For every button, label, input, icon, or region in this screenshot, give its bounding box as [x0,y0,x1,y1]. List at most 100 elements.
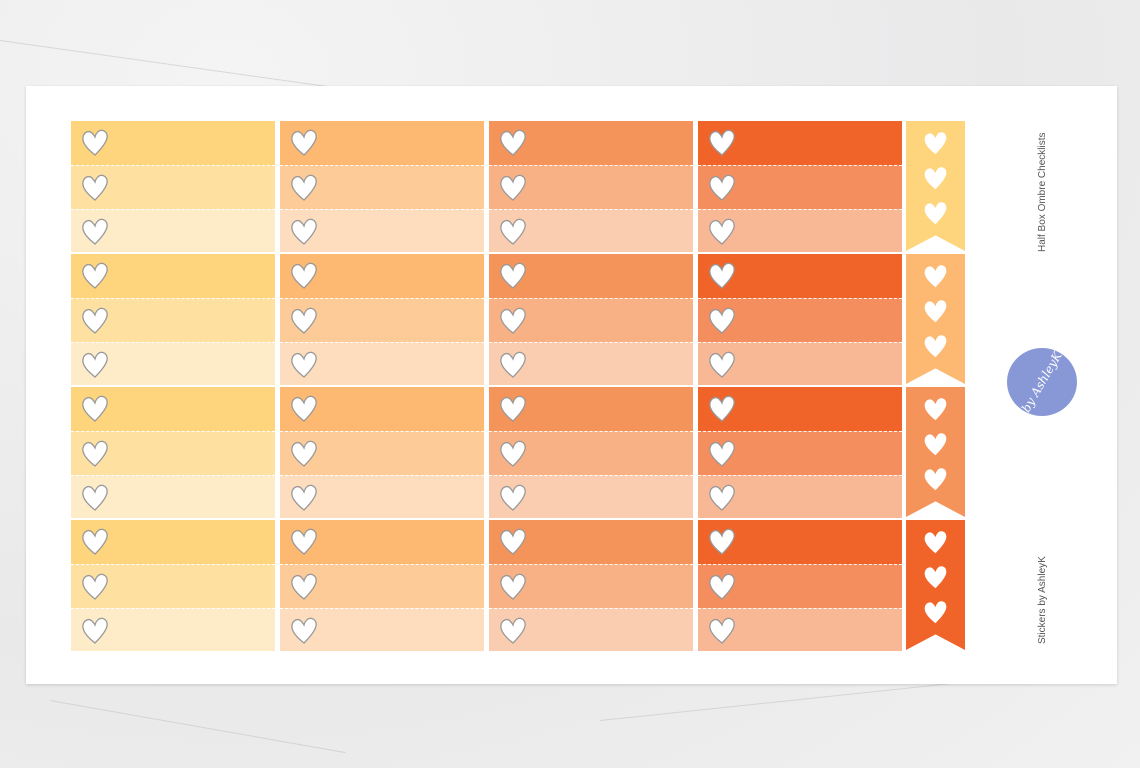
heart-icon [709,484,735,511]
checklist-row [698,254,902,298]
checklist-row [71,475,275,518]
checklist-row [489,209,693,252]
checklist-sticker [71,121,275,252]
checklist-row [280,608,484,651]
checklist-sticker [280,520,484,651]
heart-icon [709,617,735,644]
heart-icon [82,528,108,555]
heart-icon [924,433,947,456]
heart-icon [500,129,526,156]
checklist-row [489,564,693,608]
checklist-sticker [489,387,693,518]
heart-icon [291,262,317,289]
heart-icon [291,573,317,600]
checklist-sticker [698,121,902,252]
heart-icon [924,531,947,554]
heart-icon [924,265,947,288]
heart-icon [709,351,735,378]
checklist-row [489,520,693,564]
checklist-row [698,298,902,342]
checklist-sticker [698,254,902,385]
checklist-row [71,387,275,431]
flag-sticker [906,520,965,650]
heart-icon [924,601,947,624]
checklist-row [489,431,693,475]
flag-sticker [906,121,965,251]
checklist-row [280,121,484,165]
checklist-row [698,564,902,608]
heart-icon [500,174,526,201]
checklist-row [280,520,484,564]
heart-icon [82,351,108,378]
checklist-sticker [71,520,275,651]
checklist-row [71,298,275,342]
heart-icon [291,395,317,422]
heart-icon [500,351,526,378]
heart-icon [924,167,947,190]
checklist-row [489,298,693,342]
checklist-row [71,254,275,298]
heart-icon [924,468,947,491]
checklist-row [71,564,275,608]
checklist-sticker [280,121,484,252]
checklist-row [698,209,902,252]
checklist-row [489,121,693,165]
heart-icon [291,174,317,201]
heart-icon [500,307,526,334]
heart-icon [82,440,108,467]
heart-icon [82,262,108,289]
heart-icon [82,617,108,644]
marble-vein [49,700,346,754]
checklist-row [280,564,484,608]
brand-logo: by AshleyK [1007,348,1077,416]
heart-icon [500,218,526,245]
checklist-sticker [71,387,275,518]
checklist-row [698,520,902,564]
heart-icon [82,129,108,156]
heart-icon [924,566,947,589]
checklist-row [280,431,484,475]
checklist-row [71,209,275,252]
checklist-row [489,475,693,518]
brand-text: Stickers by AshleyK [1037,556,1048,644]
heart-icon [709,129,735,156]
checklist-row [71,342,275,385]
heart-icon [291,440,317,467]
checklist-row [280,209,484,252]
heart-icon [500,262,526,289]
heart-icon [500,528,526,555]
checklist-row [698,342,902,385]
heart-icon [500,440,526,467]
heart-icon [924,300,947,323]
heart-icon [82,307,108,334]
checklist-row [280,342,484,385]
heart-icon [924,202,947,225]
checklist-row [71,520,275,564]
heart-icon [709,262,735,289]
heart-icon [291,484,317,511]
checklist-row [489,608,693,651]
sticker-sheet: Half Box Ombre Checklists by AshleyK Sti… [26,86,1117,684]
heart-icon [291,307,317,334]
heart-icon [500,617,526,644]
checklist-row [71,431,275,475]
flag-sticker [906,387,965,517]
checklist-sticker [698,387,902,518]
checklist-row [489,165,693,209]
checklist-row [698,165,902,209]
heart-icon [82,395,108,422]
checklist-sticker [489,520,693,651]
checklist-row [71,121,275,165]
heart-icon [291,351,317,378]
checklist-row [698,431,902,475]
heart-icon [500,573,526,600]
heart-icon [924,132,947,155]
heart-icon [709,440,735,467]
heart-icon [291,528,317,555]
heart-icon [709,573,735,600]
checklist-sticker [698,520,902,651]
heart-icon [924,398,947,421]
checklist-row [698,387,902,431]
checklist-row [489,254,693,298]
checklist-row [280,387,484,431]
